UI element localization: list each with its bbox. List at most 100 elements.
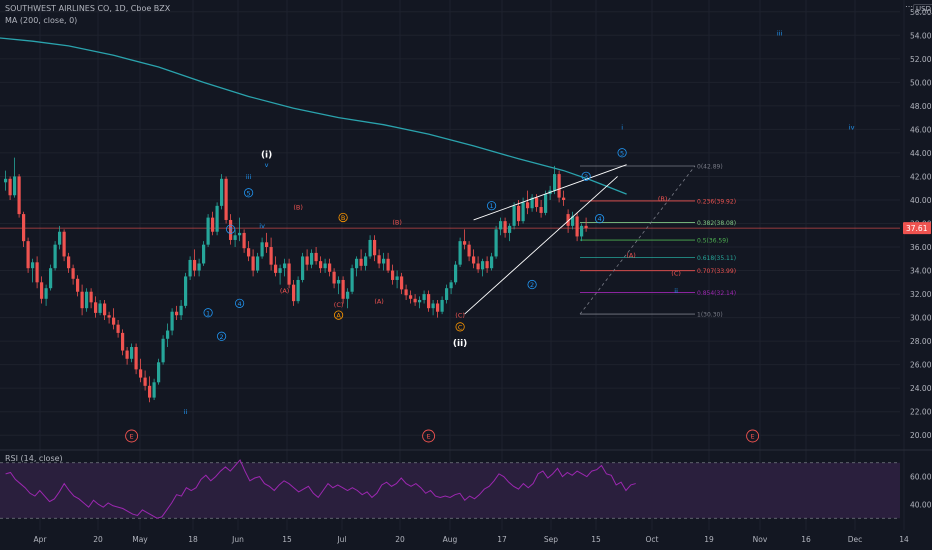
candle-body xyxy=(247,248,251,257)
candle-body xyxy=(368,239,372,257)
candle-body xyxy=(319,261,323,269)
price-tick-label: 48.00 xyxy=(910,102,932,111)
candle-body xyxy=(238,232,242,236)
candle-body xyxy=(148,385,152,398)
candle-body xyxy=(373,239,377,256)
candle-body xyxy=(521,202,525,222)
wave-label: (B) xyxy=(293,203,303,211)
wave-label: iv xyxy=(259,222,265,230)
candle-body xyxy=(4,178,8,183)
earnings-marker xyxy=(125,429,139,443)
candle-body xyxy=(454,264,458,283)
earnings-marker xyxy=(746,429,760,443)
candle-body xyxy=(332,271,336,284)
candle-body xyxy=(409,295,413,299)
candle-body xyxy=(152,382,156,398)
fib-level-label: 0.382(38.08) xyxy=(697,220,736,227)
candle-body xyxy=(35,262,39,283)
candle-body xyxy=(49,268,53,289)
candle-body xyxy=(143,377,147,386)
wave-label: B xyxy=(341,214,345,222)
rsi-band-fill xyxy=(0,462,900,519)
candle-body xyxy=(265,242,269,248)
candle-body xyxy=(112,317,116,325)
currency-button[interactable]: USD xyxy=(913,4,932,14)
time-tick-label: Nov xyxy=(753,535,768,544)
candle-body xyxy=(490,256,494,269)
candle-body xyxy=(251,256,255,271)
candle-body xyxy=(485,261,489,269)
wave-label: (C) xyxy=(455,312,465,320)
candle-body xyxy=(211,217,215,232)
candle-body xyxy=(427,294,431,309)
candle-body xyxy=(413,298,417,303)
candle-body xyxy=(260,242,264,257)
candle-body xyxy=(440,299,444,312)
candle-body xyxy=(476,263,480,270)
price-tick-label: 56.00 xyxy=(910,8,932,17)
candle-body xyxy=(503,221,507,233)
candle-body xyxy=(418,299,422,303)
candle-body xyxy=(139,369,143,378)
candle-body xyxy=(256,256,260,271)
time-tick-label: 18 xyxy=(188,535,198,544)
wave-label: 2 xyxy=(530,281,534,289)
candle-body xyxy=(269,247,273,265)
candle-body xyxy=(584,225,588,229)
candle-body xyxy=(292,284,296,302)
candle-body xyxy=(310,252,314,265)
candle-body xyxy=(566,214,570,226)
candle-body xyxy=(58,231,62,245)
candle-body xyxy=(472,256,476,264)
wave-label: iv xyxy=(849,123,855,131)
price-tick-label: 30.00 xyxy=(910,314,932,323)
fib-level-label: 1(30.30) xyxy=(697,312,723,319)
candle-body xyxy=(242,232,246,249)
time-tick-label: 20 xyxy=(395,535,405,544)
wave-label-circle xyxy=(244,188,254,198)
candle-body xyxy=(193,259,197,271)
candle-body xyxy=(13,176,17,196)
candle-body xyxy=(287,263,291,285)
wave-label: (ii) xyxy=(453,339,467,349)
price-tick-label: 20.00 xyxy=(910,431,932,440)
candle-body xyxy=(224,178,228,220)
wave-label-circle xyxy=(527,279,537,290)
candle-body xyxy=(346,291,350,299)
fib-level-label: 0.236(39.92) xyxy=(697,198,736,205)
price-tick-label: 28.00 xyxy=(910,337,932,346)
candle-body xyxy=(355,258,359,269)
time-tick-label: Sep xyxy=(544,535,558,544)
candle-body xyxy=(323,263,327,269)
last-price-tag xyxy=(903,222,931,235)
ma-indicator-label: MA (200, close, 0) xyxy=(5,16,78,25)
wave-label: (A) xyxy=(374,297,384,305)
time-tick-label: Jun xyxy=(231,535,244,544)
candle-body xyxy=(274,264,278,273)
time-tick-label: 19 xyxy=(704,535,714,544)
candle-body xyxy=(85,291,89,309)
time-tick-label: Jul xyxy=(336,535,346,544)
fib-level-label: 0.618(35.11) xyxy=(697,255,736,262)
earnings-marker-label: E xyxy=(751,433,755,441)
candle-body xyxy=(377,255,381,264)
wave-label-circle xyxy=(226,224,236,234)
candle-body xyxy=(206,217,210,245)
rsi-indicator-label: RSI (14, close) xyxy=(5,454,63,463)
candle-body xyxy=(341,279,345,299)
ellipsis-icon[interactable]: ⋯ xyxy=(905,2,913,11)
earnings-marker xyxy=(422,429,436,443)
price-tick-label: 22.00 xyxy=(910,408,932,417)
wave-label-circle xyxy=(235,298,245,308)
wave-label: (i) xyxy=(261,151,272,161)
candle-body xyxy=(386,258,390,271)
candle-body xyxy=(116,324,120,333)
wave-label: 1 xyxy=(206,309,210,317)
rsi-tick-label: 40.00 xyxy=(910,500,932,509)
wave-label: i xyxy=(621,123,623,131)
candle-body xyxy=(161,338,165,363)
fib-level-label: 0(42.89) xyxy=(697,163,723,170)
price-tick-label: 40.00 xyxy=(910,196,932,205)
candle-body xyxy=(580,225,584,237)
